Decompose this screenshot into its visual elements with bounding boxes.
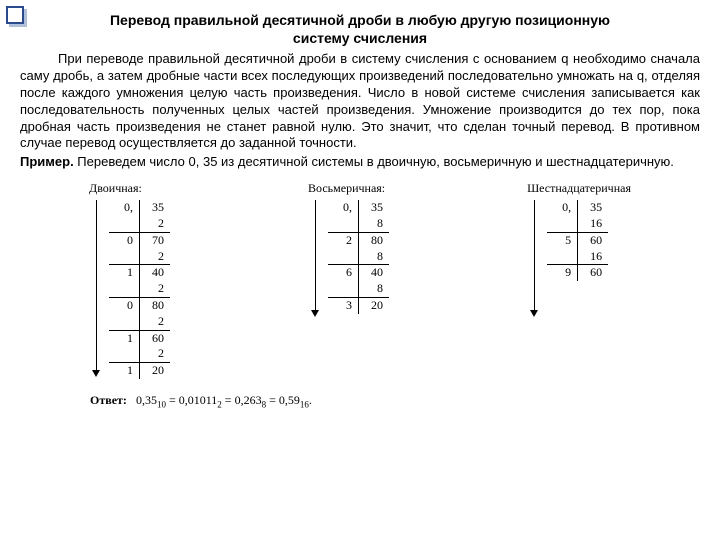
calc-cell-int <box>547 216 578 232</box>
calc-cell-frac: 80 <box>359 232 390 248</box>
calc-cell-int: 0, <box>328 200 359 216</box>
calc-cell-int <box>109 216 140 232</box>
calc-cell-frac: 40 <box>359 265 390 281</box>
column-title-binary: Двоичная: <box>89 181 142 196</box>
calc-cell-int: 5 <box>547 232 578 248</box>
calc-cell-int <box>109 346 140 362</box>
calc-cell-int: 2 <box>328 232 359 248</box>
calc-cell-frac: 60 <box>578 232 609 248</box>
calc-cell-frac: 2 <box>140 249 171 265</box>
calc-cell-int <box>328 249 359 265</box>
title-line-2: систему счисления <box>293 30 427 46</box>
calc-cell-frac: 2 <box>140 216 171 232</box>
calc-cell-frac: 60 <box>140 330 171 346</box>
calc-cell-frac: 80 <box>140 298 171 314</box>
answer-line: Ответ: 0,3510 = 0,010112 = 0,2638 = 0,59… <box>90 393 700 409</box>
calc-cell-frac: 35 <box>140 200 171 216</box>
calc-cell-frac: 8 <box>359 281 390 297</box>
calc-cell-int: 0 <box>109 232 140 248</box>
calc-cell-int <box>109 314 140 330</box>
calculation-columns: Двоичная: 0,3520702140208021602120 Восьм… <box>20 181 700 379</box>
calc-cell-int: 0 <box>109 298 140 314</box>
calc-cell-int <box>547 249 578 265</box>
answer-value: 0,3510 = 0,010112 = 0,2638 = 0,5916. <box>136 393 312 407</box>
calc-cell-int <box>109 249 140 265</box>
calc-cell-int: 6 <box>328 265 359 281</box>
slide-corner-decoration <box>6 6 24 24</box>
calc-cell-frac: 16 <box>578 249 609 265</box>
calc-cell-int: 9 <box>547 265 578 281</box>
arrow-down-icon <box>308 200 322 317</box>
calc-cell-int: 3 <box>328 298 359 314</box>
calc-cell-frac: 2 <box>140 346 171 362</box>
arrow-down-icon <box>89 200 103 377</box>
calc-cell-frac: 35 <box>359 200 390 216</box>
column-title-octal: Восьмеричная: <box>308 181 385 196</box>
calc-cell-int: 0, <box>547 200 578 216</box>
calc-cell-int: 1 <box>109 330 140 346</box>
calc-cell-frac: 2 <box>140 314 171 330</box>
calc-cell-int: 0, <box>109 200 140 216</box>
calc-cell-frac: 16 <box>578 216 609 232</box>
page-title: Перевод правильной десятичной дроби в лю… <box>20 12 700 47</box>
calc-cell-frac: 60 <box>578 265 609 281</box>
calc-table-binary: 0,3520702140208021602120 <box>109 200 170 379</box>
calc-cell-int <box>328 281 359 297</box>
calc-cell-frac: 40 <box>140 265 171 281</box>
arrow-down-icon <box>527 200 541 317</box>
calc-cell-int: 1 <box>109 363 140 379</box>
calc-cell-frac: 8 <box>359 216 390 232</box>
calc-cell-frac: 2 <box>140 281 171 297</box>
calc-table-hex: 0,351656016960 <box>547 200 608 281</box>
calc-cell-frac: 20 <box>359 298 390 314</box>
calc-table-octal: 0,35828086408320 <box>328 200 389 314</box>
calc-cell-frac: 70 <box>140 232 171 248</box>
column-hex: Шестнадцатеричная 0,351656016960 <box>527 181 631 379</box>
calc-cell-int: 1 <box>109 265 140 281</box>
column-binary: Двоичная: 0,3520702140208021602120 <box>89 181 170 379</box>
calc-cell-frac: 8 <box>359 249 390 265</box>
example-text: Переведем число 0, 35 из десятичной сист… <box>74 154 674 169</box>
example-label: Пример. <box>20 154 74 169</box>
calc-cell-int <box>109 281 140 297</box>
calc-cell-frac: 20 <box>140 363 171 379</box>
paragraph-example: Пример. Переведем число 0, 35 из десятич… <box>20 154 700 171</box>
calc-cell-frac: 35 <box>578 200 609 216</box>
title-line-1: Перевод правильной десятичной дроби в лю… <box>110 12 610 28</box>
answer-label: Ответ: <box>90 393 127 407</box>
paragraph-body: При переводе правильной десятичной дроби… <box>20 51 700 152</box>
column-octal: Восьмеричная: 0,35828086408320 <box>308 181 389 379</box>
calc-cell-int <box>328 216 359 232</box>
column-title-hex: Шестнадцатеричная <box>527 181 631 196</box>
